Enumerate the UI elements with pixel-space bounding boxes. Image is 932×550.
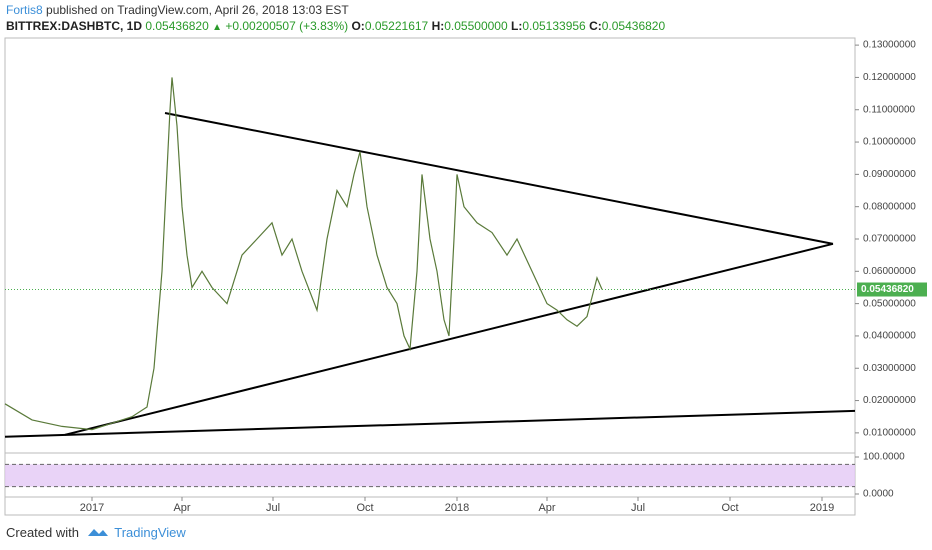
x-tick-label: 2017: [80, 502, 104, 514]
trendline: [164, 111, 834, 245]
last-price-label: 0.05436820: [861, 284, 914, 295]
osc-tick-label: 100.0000: [863, 452, 905, 463]
symbol-line: BITTREX:DASHBTC, 1D 0.05436820 ▲ +0.0020…: [6, 18, 665, 36]
y-tick-label: 0.04000000: [863, 331, 916, 342]
x-tick-label: 2018: [445, 502, 469, 514]
last-price-box: [857, 282, 927, 297]
x-tick-label: Oct: [356, 502, 373, 514]
ohlc-value: 0.05133956: [522, 19, 586, 33]
y-tick-label: 0.02000000: [863, 395, 916, 406]
author[interactable]: Fortis8: [6, 3, 43, 17]
change: +0.00200507 (+3.83%): [225, 19, 349, 33]
ohlc-key: O:: [351, 19, 365, 33]
y-tick-label: 0.09000000: [863, 169, 916, 180]
x-tick-label: Oct: [721, 502, 738, 514]
footer: Created with TradingView: [6, 525, 186, 540]
trendline: [4, 409, 856, 438]
created-with: Created with: [6, 525, 79, 540]
ohlc-value: 0.05436820: [601, 19, 666, 33]
x-tick-label: Apr: [538, 502, 555, 514]
brand[interactable]: TradingView: [114, 525, 186, 540]
x-tick-label: Jul: [631, 502, 645, 514]
y-tick-label: 0.13000000: [863, 40, 916, 51]
price: 0.05436820: [145, 19, 209, 33]
osc-tick-label: 0.0000: [863, 489, 894, 500]
trendline: [64, 242, 834, 436]
up-arrow: ▲: [212, 22, 223, 33]
y-tick-label: 0.06000000: [863, 266, 916, 277]
y-tick-label: 0.01000000: [863, 428, 916, 439]
x-tick-label: Jul: [266, 502, 280, 514]
x-tick-label: Apr: [173, 502, 190, 514]
ohlc-value: 0.05500000: [444, 19, 508, 33]
published: published on TradingView.com, April 26, …: [46, 3, 349, 17]
ohlc-value: 0.05221617: [364, 19, 429, 33]
y-tick-label: 0.10000000: [863, 137, 916, 148]
ohlc-key: L:: [510, 19, 523, 33]
ohlc-key: H:: [431, 19, 445, 33]
price-line: [4, 77, 603, 431]
y-tick-label: 0.07000000: [863, 234, 916, 245]
y-tick-label: 0.12000000: [863, 72, 916, 83]
plot-frame: [4, 37, 856, 516]
publish-line: Fortis8 published on TradingView.com, Ap…: [6, 2, 665, 18]
ohlc: O:0.05221617 H:0.05500000 L:0.05133956 C…: [351, 19, 665, 33]
header: Fortis8 published on TradingView.com, Ap…: [6, 2, 665, 36]
y-tick-label: 0.08000000: [863, 201, 916, 212]
oscillator-band: [5, 464, 855, 487]
ohlc-key: C:: [589, 19, 602, 33]
y-tick-label: 0.11000000: [863, 104, 916, 115]
symbol: BITTREX:DASHBTC, 1D: [6, 19, 143, 33]
x-tick-label: 2019: [810, 502, 834, 514]
y-tick-label: 0.05000000: [863, 298, 916, 309]
y-tick-label: 0.03000000: [863, 363, 916, 374]
logo-icon: [87, 529, 108, 536]
